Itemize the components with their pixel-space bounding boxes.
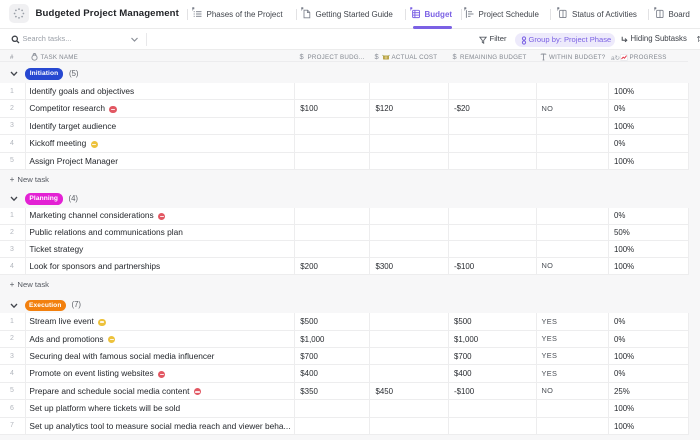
svg-text:a↻: a↻: [611, 55, 620, 61]
